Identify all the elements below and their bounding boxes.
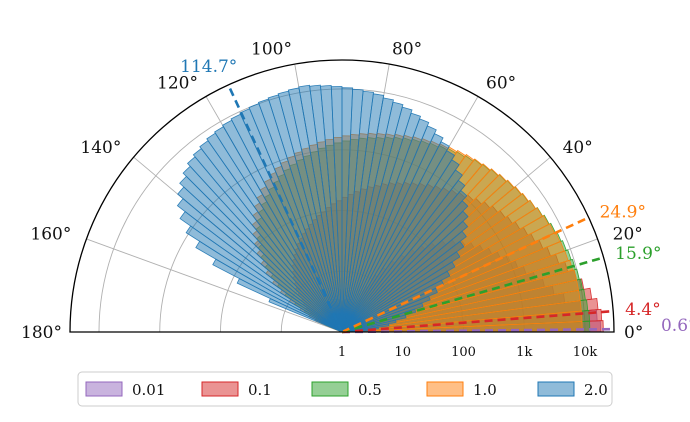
mean-angle-label: 15.9° bbox=[615, 244, 661, 264]
angle-tick-label: 100° bbox=[251, 39, 292, 59]
frame-layer bbox=[69, 59, 615, 333]
angle-tick-label: 140° bbox=[80, 138, 121, 158]
angle-tick-label: 40° bbox=[563, 138, 593, 158]
mean-direction-line bbox=[341, 256, 604, 334]
histogram-bar bbox=[236, 278, 343, 333]
histogram-bar bbox=[222, 119, 343, 333]
angle-tick-label: 160° bbox=[30, 224, 71, 244]
label-layer: 0.6°4.4° 15.9° 24.9° 114.7° 0° 20° 40° 60° 80° 10… bbox=[21, 39, 690, 360]
mean-angle-label: 114.7° bbox=[180, 57, 237, 77]
angle-tick-label: 0° bbox=[624, 323, 643, 343]
mean-angle-label: 0.6° bbox=[661, 316, 690, 336]
mean-direction-line bbox=[227, 84, 344, 333]
legend-label: 0.1 bbox=[248, 381, 272, 399]
histogram-bar bbox=[206, 132, 343, 333]
radial-tick-label: 10k bbox=[573, 345, 598, 360]
histogram-bar bbox=[179, 175, 343, 333]
legend: 0.01 0.1 0.5 1.0 2.0 bbox=[77, 371, 613, 407]
histogram-bar bbox=[182, 165, 343, 333]
histogram-bar bbox=[177, 186, 343, 333]
mean-angle-label: 24.9° bbox=[600, 202, 646, 222]
radial-tick-label: 100 bbox=[451, 345, 476, 360]
angular-gridline bbox=[86, 238, 343, 333]
angle-tick-label: 180° bbox=[21, 323, 62, 343]
angle-tick-label: 20° bbox=[613, 224, 643, 244]
histogram-bar bbox=[214, 126, 343, 333]
histogram-bar bbox=[179, 211, 343, 333]
histogram-bar bbox=[199, 140, 343, 333]
histogram-bar bbox=[192, 147, 343, 333]
legend-swatch bbox=[85, 381, 123, 397]
histogram-bar bbox=[212, 258, 343, 333]
legend-swatch bbox=[311, 381, 349, 397]
mean-direction-line bbox=[341, 216, 590, 334]
angle-tick-label: 60° bbox=[486, 74, 516, 94]
angle-tick-label: 120° bbox=[157, 74, 198, 94]
legend-swatch bbox=[537, 381, 575, 397]
legend-swatch bbox=[201, 381, 239, 397]
mean-lines-layer bbox=[227, 84, 614, 334]
legend-swatch bbox=[426, 381, 464, 397]
radial-tick-label: 10 bbox=[394, 345, 411, 360]
angle-tick-label: 80° bbox=[392, 39, 422, 59]
legend-label: 1.0 bbox=[473, 381, 497, 399]
legend-label: 0.5 bbox=[358, 381, 382, 399]
radial-tick-label: 1 bbox=[338, 345, 346, 360]
histogram-bar bbox=[268, 298, 343, 333]
plot-frame bbox=[69, 59, 615, 333]
mean-direction-line bbox=[341, 309, 614, 334]
radial-tick-label: 1k bbox=[516, 345, 532, 360]
mean-angle-label: 4.4° bbox=[625, 300, 661, 320]
histogram-bar bbox=[195, 240, 343, 333]
histogram-bar bbox=[186, 156, 343, 333]
histogram-bar bbox=[185, 225, 343, 333]
legend-label: 2.0 bbox=[584, 381, 608, 399]
bars-layer bbox=[176, 84, 604, 333]
legend-label: 0.01 bbox=[132, 381, 165, 399]
histogram-bar bbox=[176, 198, 343, 333]
